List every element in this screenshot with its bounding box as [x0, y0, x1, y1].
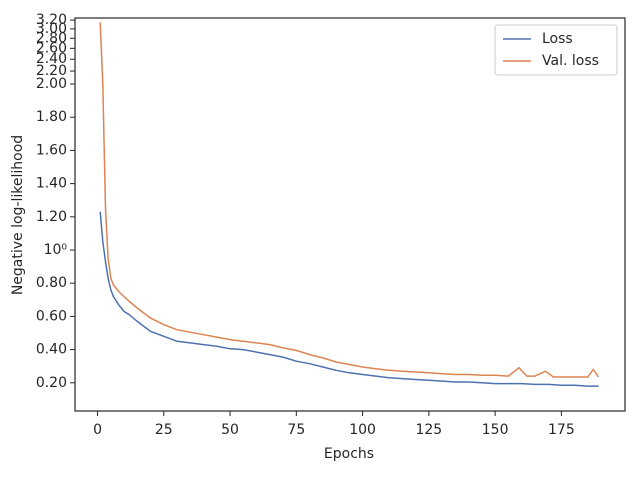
y-tick-label: 1.60 — [36, 142, 67, 158]
y-tick-label: 0.80 — [36, 275, 67, 291]
x-tick-label: 150 — [482, 422, 509, 438]
legend-label: Loss — [542, 31, 573, 47]
y-tick-label: 1.80 — [36, 109, 67, 125]
y-tick-label: 0.40 — [36, 342, 67, 358]
x-tick-label: 25 — [155, 422, 173, 438]
x-axis-label: Epochs — [324, 446, 374, 462]
y-tick-label: 10⁰ — [44, 242, 68, 258]
y-tick-label: 2.80 — [36, 30, 67, 46]
y-tick-label: 2.60 — [36, 40, 67, 56]
legend-label: Val. loss — [542, 53, 599, 69]
x-tick-label: 75 — [287, 422, 305, 438]
y-tick-label: 0.60 — [36, 308, 67, 324]
y-tick-label: 3.00 — [36, 21, 67, 37]
y-axis-label: Negative log-likelihood — [10, 135, 26, 295]
line-series — [99, 211, 599, 387]
y-tick-label: 0.20 — [36, 375, 67, 391]
x-tick-label: 175 — [548, 422, 575, 438]
x-tick-label: 100 — [349, 422, 376, 438]
y-tick-label: 3.20 — [36, 12, 67, 28]
y-tick-label: 2.20 — [36, 63, 67, 79]
x-tick-label: 125 — [415, 422, 442, 438]
y-tick-label: 2.00 — [36, 76, 67, 92]
legend-box — [494, 24, 618, 76]
y-tick-label: 2.40 — [36, 51, 67, 67]
y-tick-label: 1.20 — [36, 209, 67, 225]
x-tick-label: 0 — [93, 422, 102, 438]
y-tick-label: 1.40 — [36, 176, 67, 192]
plot-frame — [74, 17, 626, 412]
line-series — [99, 22, 600, 378]
x-tick-label: 50 — [221, 422, 239, 438]
